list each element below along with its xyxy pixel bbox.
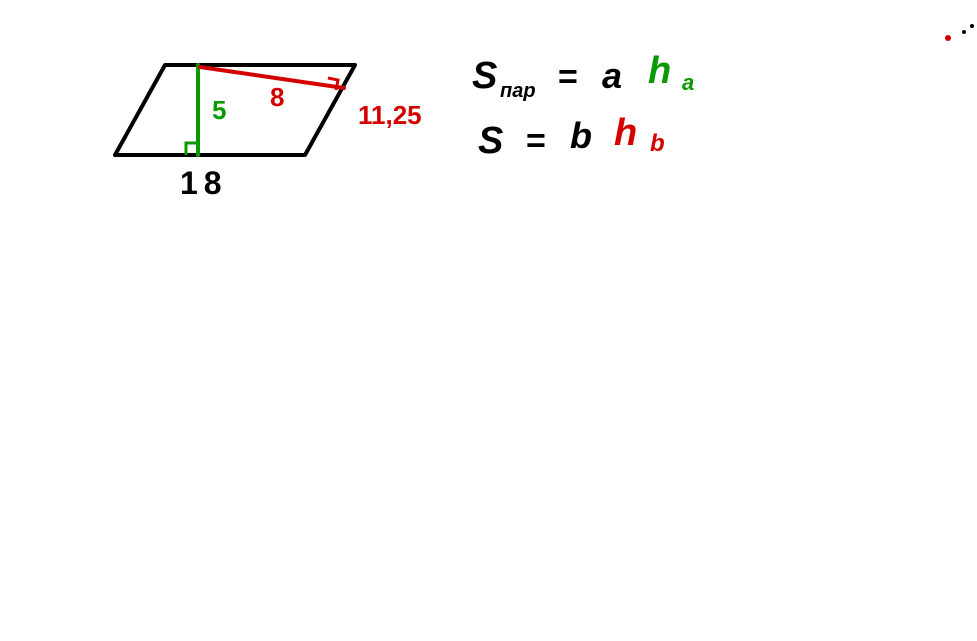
side-a-label: 18 [180,165,228,202]
formula1-sub: пар [500,80,536,103]
decoration-dots [945,24,974,41]
side-b-label: 11,25 [358,100,422,131]
formula2-eq: = [526,122,546,161]
formula1-S: S [472,55,497,98]
formula2-hsub: b [650,130,665,158]
formula1-h: h [648,50,671,93]
formula1-eq: = [558,58,578,97]
formula2-h: h [614,112,637,155]
height-a-label: 5 [212,95,226,126]
formula1-a: a [602,55,622,97]
formula2-S: S [478,120,503,163]
formula2-b: b [570,115,592,157]
formula1-hsub: a [682,70,694,96]
height-b-label: 8 [270,82,284,113]
parallelogram [115,65,355,155]
